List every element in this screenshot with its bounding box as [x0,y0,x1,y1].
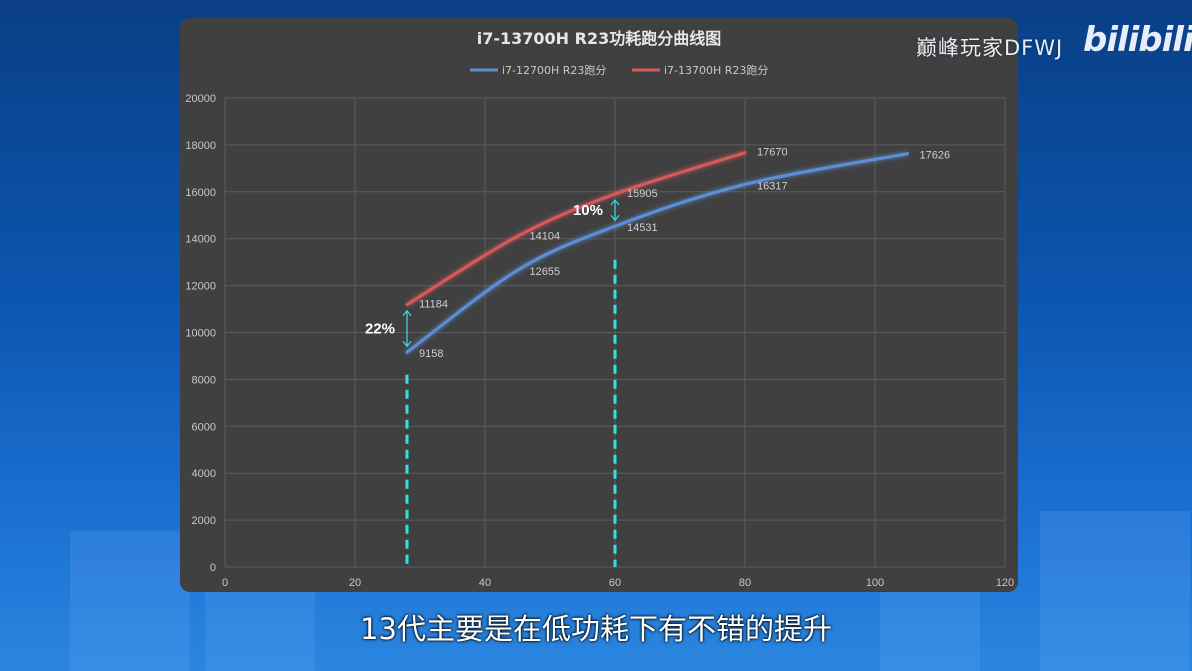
y-tick-label: 18000 [185,140,216,152]
y-tick-label: 16000 [185,187,216,199]
background-decoration [205,581,315,671]
data-label: 17670 [757,147,788,159]
data-label: 17626 [920,150,951,162]
data-label: 15905 [627,188,658,200]
y-tick-label: 12000 [185,281,216,293]
data-label: 12655 [530,266,561,278]
video-subtitle: 13代主要是在低功耗下有不错的提升 [360,612,832,646]
legend-label-0: i7-12700H R23跑分 [502,63,606,77]
chart-title: i7-13700H R23功耗跑分曲线图 [477,29,721,48]
data-point [516,234,519,238]
data-label: 14104 [530,230,561,242]
data-label: 14531 [627,222,658,234]
line-chart: i7-13700H R23功耗跑分曲线图 i7-12700H R23跑分 i7-13… [185,29,1014,589]
y-tick-label: 4000 [192,468,216,480]
channel-watermark: 巅峰玩家DFWJ [916,36,1064,60]
bilibili-logo: bilibili [1083,20,1192,60]
x-tick-label: 100 [866,577,884,589]
data-point [516,268,519,272]
x-tick-label: 40 [479,577,491,589]
y-tick-label: 6000 [192,421,216,433]
x-tick-label: 120 [996,577,1014,589]
data-point [906,152,909,156]
data-label: 16317 [757,180,788,192]
y-tick-label: 10000 [185,328,216,340]
legend-label-1: i7-13700H R23跑分 [664,63,768,77]
chart-panel: i7-13700H R23功耗跑分曲线图 i7-12700H R23跑分 i7-13… [180,18,1018,592]
arrow-heads-icon [402,309,412,348]
annotation-label-1: 10% [573,202,603,219]
data-point [405,303,409,307]
x-tick-label: 0 [222,577,228,589]
x-tick-label: 20 [349,577,361,589]
y-tick-label: 8000 [192,374,216,386]
series-line-1 [406,151,746,307]
y-tick-label: 20000 [185,93,216,105]
data-label: 11184 [419,299,448,311]
background-decoration [1040,511,1190,671]
data-point [743,151,747,155]
y-tick-label: 14000 [185,234,216,246]
data-point [743,182,747,186]
data-point [613,192,617,196]
y-tick-label: 2000 [192,515,216,527]
data-label: 9158 [419,348,443,360]
arrow-heads-icon [610,199,620,222]
series-line-0 [406,152,908,354]
background-decoration [70,531,190,671]
x-tick-label: 80 [739,577,751,589]
annotation-label-0: 22% [365,320,395,337]
x-tick-label: 60 [609,577,621,589]
y-tick-label: 0 [210,562,216,574]
data-point [613,224,617,228]
data-point [405,350,409,354]
